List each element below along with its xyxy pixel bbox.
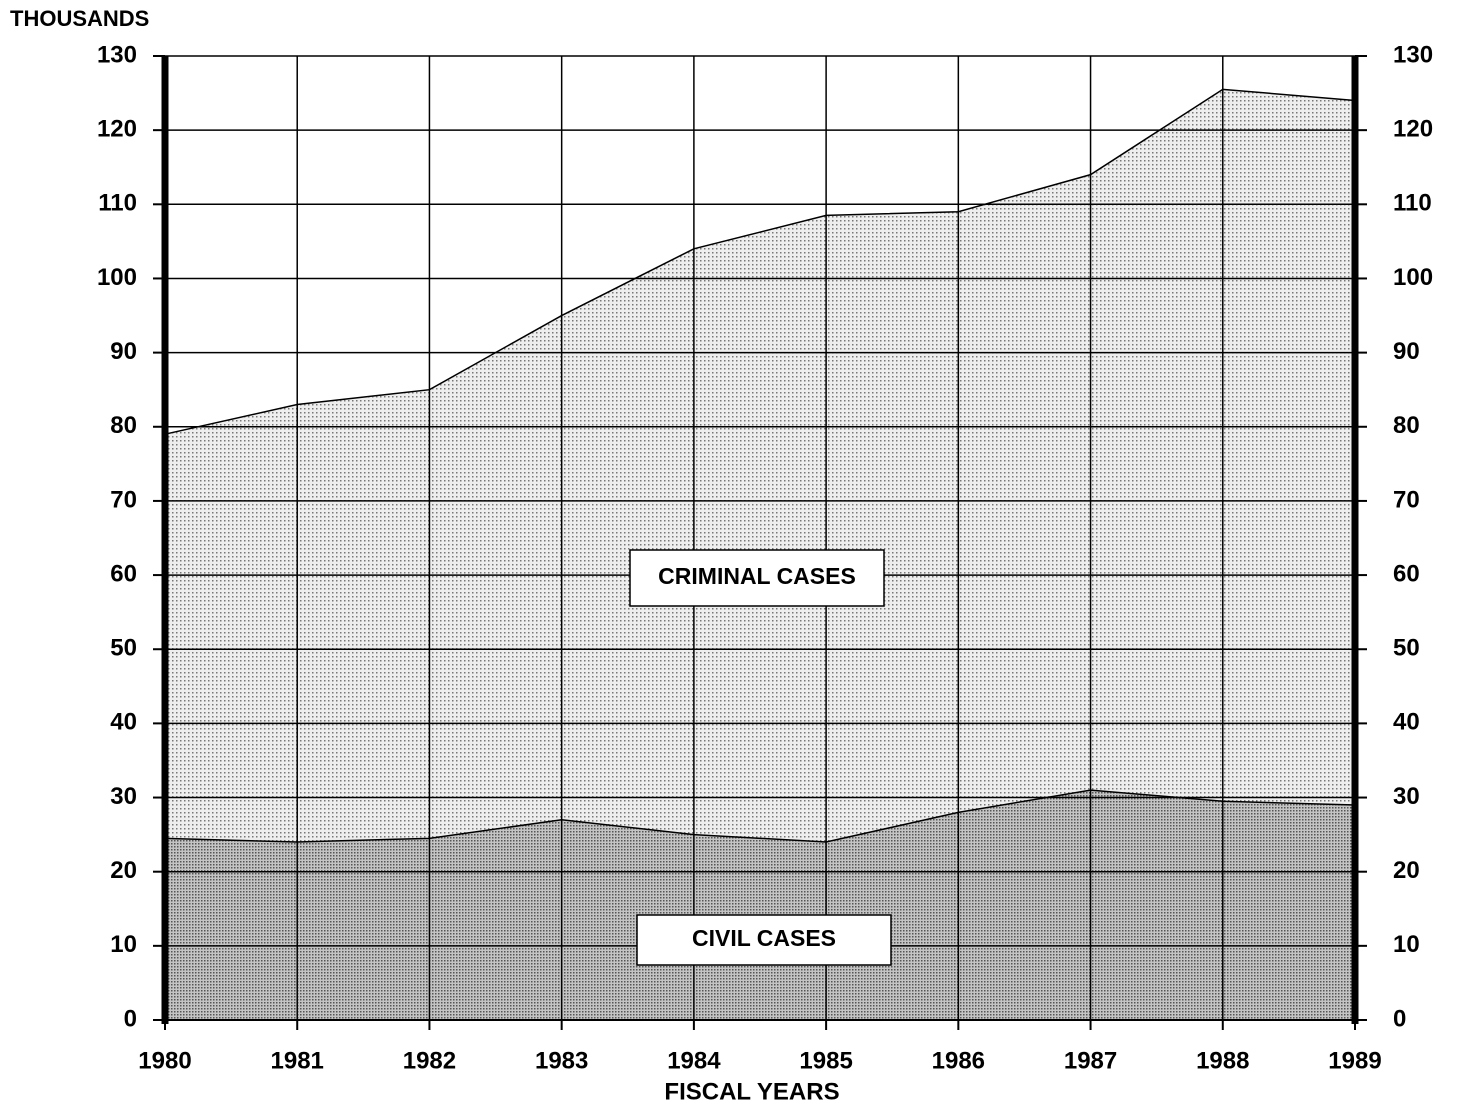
legend-box xyxy=(629,549,885,607)
area xyxy=(165,790,1355,1020)
y-tick-label: 50 xyxy=(110,635,137,662)
y-tick-label: 120 xyxy=(97,115,137,142)
x-tick-label: 1981 xyxy=(271,1047,324,1074)
area-line xyxy=(164,88,1356,435)
area xyxy=(165,89,1355,843)
y-tick-label: 70 xyxy=(110,486,137,513)
y-tick-label: 60 xyxy=(1393,560,1420,587)
legend-label: CRIMINAL CASES xyxy=(658,563,856,589)
area-line xyxy=(164,789,1356,843)
y-axis-label: THOUSANDS xyxy=(10,6,149,31)
y-tick-label: 20 xyxy=(1393,857,1420,884)
y-tick-label: 0 xyxy=(1393,1005,1406,1032)
x-tick-label: 1982 xyxy=(403,1047,456,1074)
x-tick-label: 1986 xyxy=(932,1047,985,1074)
y-tick-label: 70 xyxy=(1393,486,1420,513)
y-tick-label: 40 xyxy=(110,709,137,736)
y-tick-label: 40 xyxy=(1393,709,1420,736)
x-tick-label: 1987 xyxy=(1064,1047,1117,1074)
y-tick-label: 100 xyxy=(1393,264,1433,291)
y-tick-label: 100 xyxy=(97,264,137,291)
x-tick-label: 1985 xyxy=(799,1047,852,1074)
y-tick-label: 130 xyxy=(97,41,137,68)
y-tick-label: 10 xyxy=(1393,931,1420,958)
y-tick-label: 20 xyxy=(110,857,137,884)
y-tick-label: 80 xyxy=(110,412,137,439)
y-tick-label: 110 xyxy=(1393,190,1432,217)
y-tick-label: 110 xyxy=(98,190,137,217)
y-tick-label: 90 xyxy=(1393,338,1420,365)
x-tick-label: 1984 xyxy=(667,1047,721,1074)
y-tick-label: 60 xyxy=(110,560,137,587)
x-tick-label: 1980 xyxy=(138,1047,191,1074)
x-tick-label: 1988 xyxy=(1196,1047,1249,1074)
y-tick-label: 30 xyxy=(1393,783,1420,810)
y-tick-label: 90 xyxy=(110,338,137,365)
x-tick-label: 1983 xyxy=(535,1047,588,1074)
y-tick-label: 120 xyxy=(1393,115,1433,142)
y-tick-label: 30 xyxy=(110,783,137,810)
y-tick-label: 80 xyxy=(1393,412,1420,439)
x-tick-label: 1989 xyxy=(1328,1047,1381,1074)
legend-label: CIVIL CASES xyxy=(692,925,836,951)
y-tick-label: 10 xyxy=(110,931,137,958)
y-tick-label: 0 xyxy=(124,1005,137,1032)
legend-box xyxy=(636,914,892,966)
y-tick-label: 50 xyxy=(1393,635,1420,662)
x-axis-label: FISCAL YEARS xyxy=(664,1078,839,1105)
y-tick-label: 130 xyxy=(1393,41,1433,68)
